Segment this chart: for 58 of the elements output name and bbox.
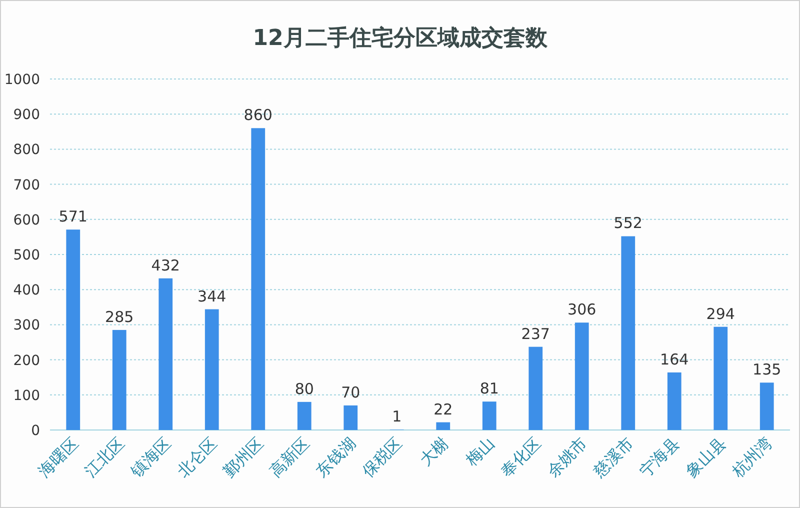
data-label: 571 [58,208,88,226]
data-label: 70 [341,383,360,402]
data-label: 80 [294,380,314,398]
x-tick-label: 江北区 [80,433,128,481]
x-tick-label: 高新区 [266,433,314,481]
bar [714,326,728,430]
bar [251,128,266,430]
x-tick-label: 大榭 [416,433,452,470]
bar [66,230,80,430]
y-tick-label: 200 [13,352,40,369]
bar [760,382,774,430]
x-tick-label: 宁海县 [636,433,684,481]
y-tick-label: 300 [13,318,40,334]
y-tick-label: 500 [13,248,40,264]
x-tick-label: 象山县 [682,433,730,481]
x-tick-label: 余姚市 [543,433,591,481]
data-label: 552 [614,214,642,232]
bar [574,322,589,430]
bar [482,402,496,430]
data-label: 285 [105,308,134,326]
x-tick-label: 保税区 [358,433,406,481]
data-label: 1 [392,408,402,426]
data-label: 81 [480,380,499,398]
data-label: 237 [521,324,550,343]
x-tick-label: 慈溪市 [588,433,637,482]
chart-title: 12月二手住宅分区域成交套数 [252,25,548,51]
data-label: 306 [568,300,596,319]
data-label: 135 [752,360,782,379]
data-label: 22 [434,400,453,418]
data-label: 294 [706,304,735,323]
data-label: 432 [151,256,180,274]
data-label: 344 [198,287,226,306]
x-tick-label: 镇海区 [126,433,174,482]
y-tick-label: 700 [13,177,40,194]
bar [344,405,358,430]
x-tick-label: 鄞州区 [220,433,267,481]
x-tick-label: 杭州湾 [728,433,776,482]
bar [112,330,126,430]
bar [204,309,219,430]
y-tick-label: 400 [13,282,40,299]
bar [158,278,173,430]
bar [528,346,543,430]
bar [297,402,312,430]
x-tick-label: 梅山 [461,433,498,470]
y-tick-label: 0 [31,423,40,439]
y-tick-label: 900 [13,107,40,124]
y-tick-label: 1000 [4,72,40,88]
data-label: 860 [244,106,272,124]
data-label: 164 [660,350,689,368]
bar [436,422,450,430]
y-tick-label: 600 [13,212,40,228]
y-tick-label: 800 [13,142,40,158]
x-tick-label: 奉化区 [497,433,544,481]
bar [667,372,682,430]
x-tick-label: 北仑区 [173,433,221,481]
y-tick-label: 100 [13,388,40,404]
bar [621,236,636,430]
x-tick-label: 东钱湖 [312,433,360,481]
